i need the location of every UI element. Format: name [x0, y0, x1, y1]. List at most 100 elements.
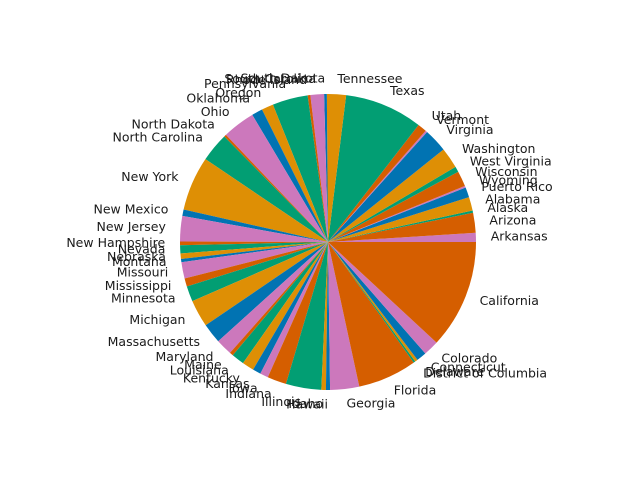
slice-label-oregon: Oregon — [215, 85, 261, 100]
slice-label-rhode-island: Rhode Island — [226, 72, 307, 87]
slice-label-arkansas: Arkansas — [491, 228, 548, 243]
pie-slice-alaska — [328, 210, 474, 242]
slice-label-michigan: Michigan — [129, 312, 185, 327]
pie-slice-maine — [229, 242, 328, 356]
pie-slice-vermont — [328, 130, 428, 242]
slice-label-minnesota: Minnesota — [111, 291, 176, 306]
slice-label-north-carolina: North Carolina — [113, 129, 203, 144]
pie-slice-louisiana — [232, 242, 328, 364]
slice-label-massachusetts: Massachusetts — [108, 334, 200, 349]
slice-label-oklahoma: Oklahoma — [186, 91, 250, 106]
slice-label-california: California — [480, 293, 539, 308]
pie-slice-kentucky — [243, 242, 328, 370]
slice-label-ohio: Ohio — [201, 104, 230, 119]
pie-slice-oklahoma — [252, 109, 328, 242]
pie-slice-wyoming — [328, 185, 466, 242]
pie-wedges — [179, 93, 477, 391]
pie-slice-puerto-rico — [328, 187, 470, 242]
pie-slice-illinois — [285, 242, 328, 390]
slice-label-wisconsin: Wisconsin — [475, 164, 537, 179]
slice-label-puerto-rico: Puerto Rico — [481, 179, 552, 194]
pie-slice-kansas — [253, 242, 328, 374]
slice-label-louisiana: Louisiana — [170, 363, 229, 378]
slice-label-kansas: Kansas — [205, 376, 249, 391]
pie-slice-hawaii — [325, 242, 331, 391]
slice-label-washington: Washington — [462, 141, 535, 156]
slice-label-alaska: Alaska — [487, 200, 528, 215]
pie-slice-arkansas — [328, 232, 476, 242]
pie-slice-washington — [328, 149, 456, 242]
slice-label-pennsylvania: Pennsylvania — [204, 76, 286, 91]
slice-label-south-carolina: South Carolina — [224, 71, 316, 86]
pie-slice-iowa — [260, 242, 328, 378]
slice-label-colorado: Colorado — [441, 350, 497, 365]
slice-label-indiana: Indiana — [225, 386, 271, 401]
slice-label-virginia: Virginia — [446, 122, 493, 137]
slice-label-arizona: Arizona — [489, 212, 536, 227]
pie-slice-nebraska — [180, 242, 328, 260]
pie-slice-connecticut — [328, 242, 426, 360]
pie-slice-michigan — [192, 242, 328, 326]
slice-label-hawaii: Hawaii — [286, 396, 328, 411]
pie-slice-utah — [328, 124, 426, 242]
pie-slice-massachusetts — [205, 242, 328, 342]
slice-label-montana: Montana — [112, 254, 167, 269]
pie-slice-oregon — [261, 104, 328, 242]
slice-label-florida: Florida — [394, 382, 437, 397]
slice-label-alabama: Alabama — [485, 191, 540, 206]
pie-slice-georgia — [328, 242, 360, 390]
pie-slice-montana — [180, 242, 328, 263]
slice-label-mississippi: Mississippi — [105, 278, 172, 293]
pie-slice-maryland — [218, 242, 328, 353]
pie-slice-texas — [328, 95, 419, 243]
pie-slice-rhode-island — [307, 95, 328, 242]
pie-slice-south-dakota — [324, 94, 328, 242]
slice-label-nebraska: Nebraska — [107, 249, 166, 264]
slice-label-kentucky: Kentucky — [183, 370, 241, 385]
pie-slice-california — [328, 242, 477, 343]
pie-slice-idaho — [321, 242, 328, 390]
slice-label-new-mexico: New Mexico — [94, 201, 169, 216]
pie-slice-pennsylvania — [272, 95, 328, 242]
slice-label-new-jersey: New Jersey — [97, 219, 167, 234]
pie-slice-florida — [328, 242, 414, 387]
slice-label-connecticut: Connecticut — [431, 360, 506, 375]
pie-slice-west-virginia — [328, 166, 459, 242]
pie-slice-minnesota — [186, 242, 328, 302]
pie-slice-ohio — [225, 114, 328, 242]
slice-label-idaho: Idaho — [288, 396, 323, 411]
slice-label-tennessee: Tennessee — [336, 71, 402, 86]
pie-slice-north-dakota — [224, 134, 328, 242]
slice-label-district-of-columbia: District of Columbia — [423, 366, 547, 381]
slice-label-maine: Maine — [184, 357, 222, 372]
pie-slice-district-of-columbia — [328, 242, 416, 363]
pie-slice-missouri — [181, 242, 328, 279]
slice-label-delaware: Delaware — [425, 364, 484, 379]
slice-label-iowa: Iowa — [228, 380, 257, 395]
pie-slice-mississippi — [184, 242, 328, 287]
pie-slice-south-carolina — [310, 94, 328, 242]
slice-label-west-virginia: West Virginia — [470, 153, 552, 168]
slice-label-south-dakota: South Dakota — [241, 71, 326, 86]
pie-slice-new-hampshire — [179, 241, 328, 246]
slice-label-georgia: Georgia — [346, 395, 395, 410]
slice-label-north-dakota: North Dakota — [132, 117, 215, 132]
pie-slice-colorado — [328, 242, 437, 354]
slice-label-vermont: Vermont — [436, 112, 489, 127]
slice-label-missouri: Missouri — [117, 265, 168, 280]
pie-slice-nevada — [180, 242, 328, 254]
slice-label-maryland: Maryland — [156, 349, 214, 364]
slice-label-nevada: Nevada — [118, 242, 166, 257]
pie-slice-wisconsin — [328, 171, 465, 242]
pie-slice-tennessee — [326, 93, 347, 242]
pie-slice-new-york — [183, 159, 328, 242]
slice-label-utah: Utah — [432, 108, 462, 123]
pie-slice-new-mexico — [182, 209, 328, 242]
slice-label-new-hampshire: New Hampshire — [66, 235, 165, 250]
pie-slice-indiana — [267, 242, 328, 384]
pie-slice-arizona — [328, 212, 476, 242]
slice-label-illinois: Illinois — [261, 394, 301, 409]
